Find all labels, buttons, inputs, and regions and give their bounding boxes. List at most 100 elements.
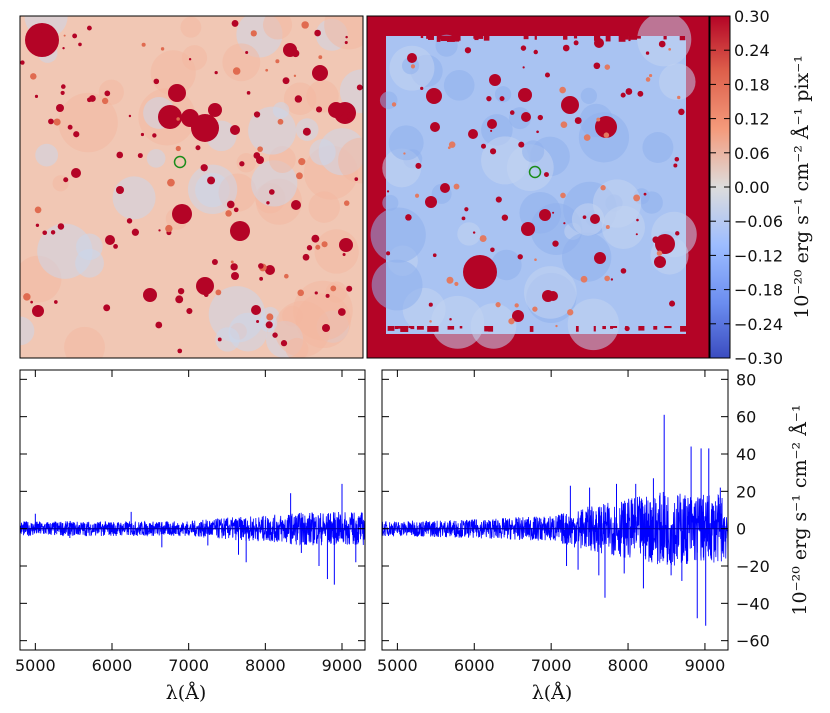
map-left-source (25, 23, 59, 57)
map-left-source (346, 112, 355, 121)
map-left-source (103, 304, 111, 312)
map-right-border-edge (400, 326, 409, 332)
map-left-source (265, 265, 275, 275)
spectrum-right-ticks: 5000 6000 7000 8000 9000 80 60 40 20 0 −20 −40 −60 (377, 370, 770, 675)
colorbar-tick-label: 0.30 (734, 7, 770, 26)
map-right-source (605, 224, 610, 229)
map-left-noise (112, 176, 156, 220)
map-right-source (432, 253, 437, 258)
map-left-source (67, 124, 73, 130)
x-tick-label: 8000 (608, 656, 649, 675)
map-right-source (543, 172, 549, 178)
map-right-source (386, 251, 391, 256)
map-right-border-edge (420, 36, 424, 39)
colorbar-tick-label: 0.06 (734, 144, 770, 163)
map-left-noise (248, 106, 297, 155)
spectrum-right-background (382, 370, 728, 650)
map-right-source (645, 51, 650, 55)
map-left-source (50, 230, 56, 235)
x-tick-label: 7000 (531, 656, 572, 675)
map-left-noise (285, 337, 309, 358)
map-right-source (414, 193, 420, 198)
marker-circle-right (528, 165, 542, 179)
map-left-source (298, 158, 306, 166)
map-left-source (258, 263, 264, 269)
map-right-source (518, 88, 532, 102)
map-right-source (489, 74, 501, 86)
map-right-source (405, 214, 412, 221)
map-right-source (574, 117, 582, 124)
map-left-source (315, 106, 323, 113)
map-right-source (635, 233, 638, 236)
map-left-source (321, 241, 328, 248)
map-right-source (610, 278, 614, 281)
map-right-border-edge (602, 326, 606, 330)
map-right-noise (382, 194, 399, 211)
colorbar-tick-label: −0.24 (734, 315, 783, 334)
map-left-source (230, 260, 234, 264)
spectrum-right-series (382, 414, 728, 626)
map-right-border-edge (594, 36, 601, 41)
map-right-border-edge (387, 326, 395, 331)
map-right-source (652, 236, 660, 244)
map-left-source (116, 151, 124, 159)
map-left-source (330, 285, 337, 292)
spectrum-right-frame (381, 369, 729, 651)
map-left-source (131, 228, 140, 236)
map-right-border-edge (563, 36, 568, 40)
map-right-source (521, 222, 535, 236)
map-left-source (186, 307, 193, 315)
map-left-source (167, 178, 175, 187)
map-left-source (165, 224, 173, 233)
map-left-source (86, 25, 92, 31)
map-left-source (314, 291, 318, 295)
map-right-source (495, 302, 501, 308)
map-left-source (291, 200, 301, 210)
map-right-border-edge (534, 36, 537, 40)
y-tick-label: 0 (736, 520, 746, 539)
map-left-source (251, 305, 261, 315)
map-right-source (567, 309, 574, 316)
map-right-border-edge (408, 326, 413, 329)
map-right-source (537, 114, 543, 121)
map-right-source (643, 192, 647, 196)
map-right-source (415, 162, 422, 169)
map-right-source (517, 254, 523, 260)
map-left-source (328, 102, 344, 118)
map-left-noise (236, 153, 256, 173)
y-tick-label: −60 (736, 632, 770, 651)
map-right-source (669, 300, 676, 307)
map-right-border-edge (450, 36, 455, 41)
map-right-source (560, 121, 568, 129)
map-left-source (312, 69, 320, 77)
map-left-source (126, 218, 133, 224)
map-left-noise (146, 149, 166, 168)
map-right-border-edge (396, 326, 402, 329)
spectrum-line (382, 492, 728, 566)
map-left-sources (20, 16, 363, 358)
map-left-source (282, 77, 290, 85)
map-right-noise (443, 69, 475, 101)
map-left-source (231, 272, 239, 280)
colorbar-label: 10⁻²⁰ erg s⁻¹ cm⁻² Å⁻¹ pix⁻¹ (791, 55, 813, 319)
map-left-noise (308, 191, 340, 223)
map-left-source (251, 308, 256, 312)
map-right-border-edge (473, 36, 478, 39)
map-right-source (486, 96, 492, 102)
map-left-source (72, 33, 78, 39)
map-left-source (175, 145, 181, 152)
map-left-source (318, 55, 323, 60)
map-right-source (536, 130, 539, 134)
map-left-source (232, 67, 241, 75)
spectrum-line (20, 511, 365, 546)
map-right-source (677, 95, 681, 100)
map-right-source (520, 45, 527, 51)
map-left-source (325, 293, 330, 298)
map-right-border-edge (610, 326, 618, 329)
map-right-source (410, 64, 416, 69)
map-left-source (315, 244, 321, 250)
map-right-source (446, 276, 454, 284)
map-left-source (42, 230, 48, 236)
map-right-source (636, 218, 639, 222)
